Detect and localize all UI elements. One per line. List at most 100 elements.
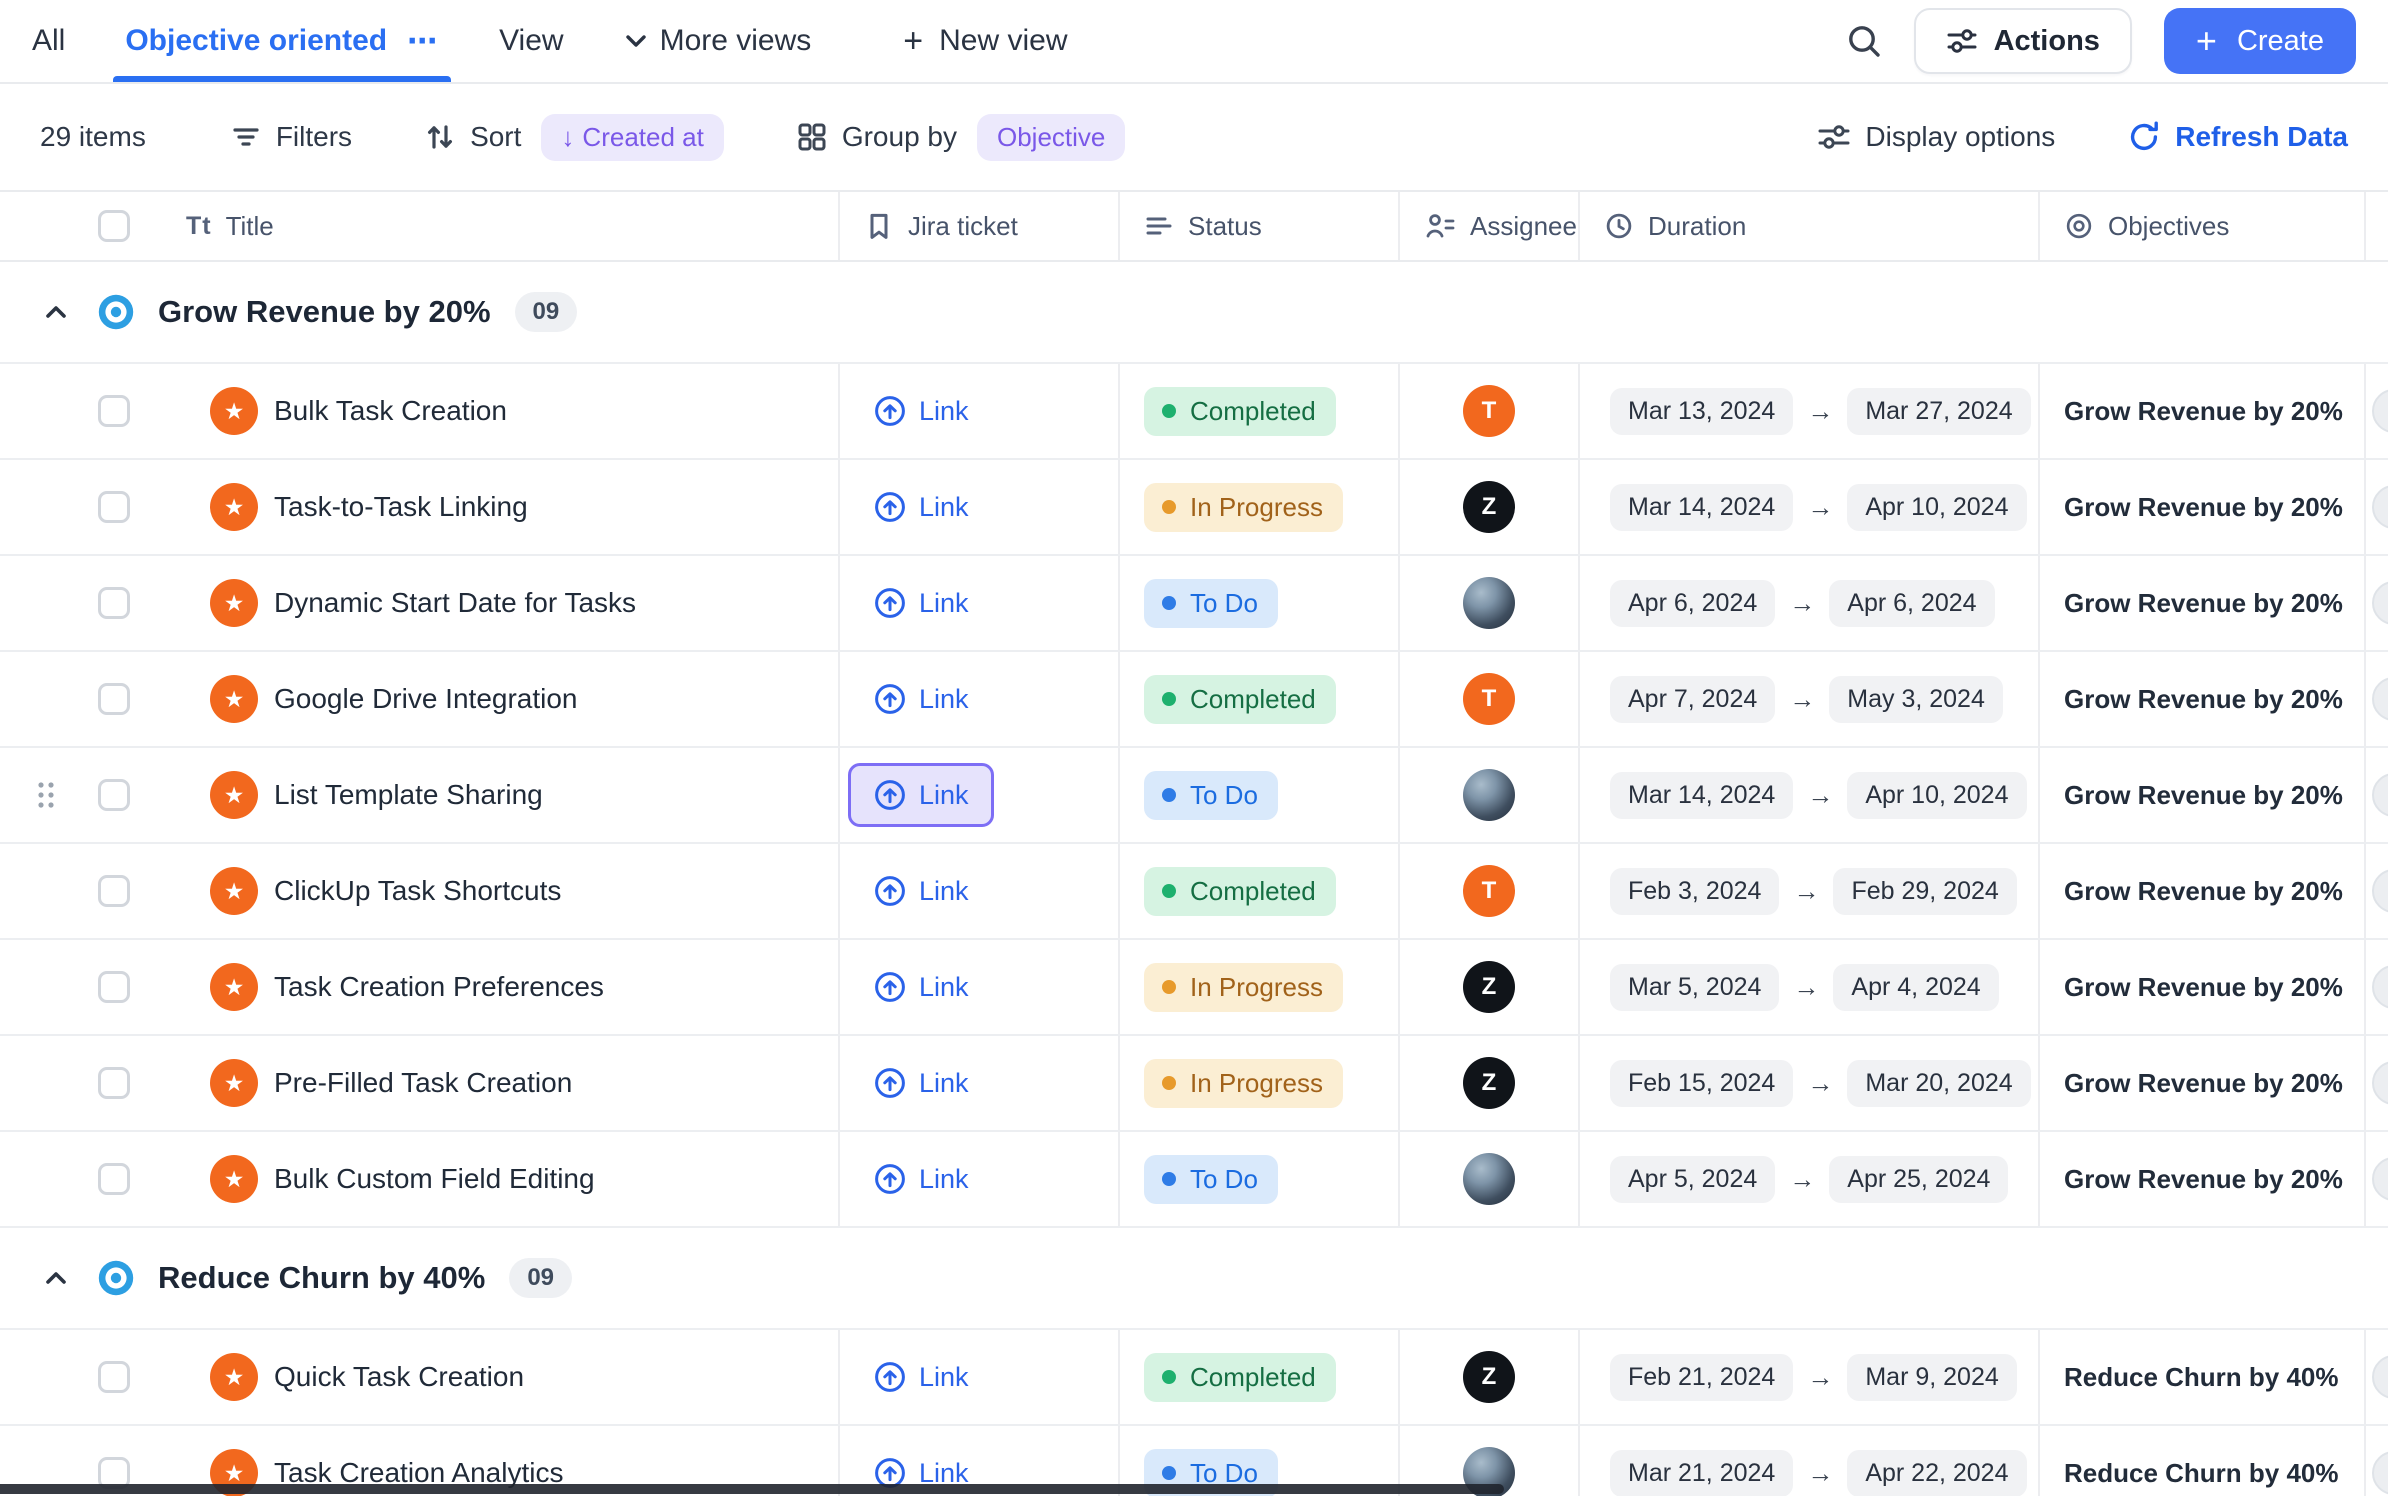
drag-handle-icon[interactable] <box>34 779 58 811</box>
task-title[interactable]: Google Drive Integration <box>274 683 578 714</box>
start-date[interactable]: Apr 6, 2024 <box>1610 579 1776 627</box>
jira-link[interactable]: Link <box>848 955 994 1019</box>
row-checkbox[interactable] <box>98 587 130 619</box>
end-date[interactable]: Mar 20, 2024 <box>1847 1059 2031 1107</box>
start-date[interactable]: Mar 5, 2024 <box>1610 963 1780 1011</box>
start-date[interactable]: Feb 15, 2024 <box>1610 1059 1794 1107</box>
end-date[interactable]: Apr 25, 2024 <box>1829 1155 2009 1203</box>
status-badge[interactable]: Completed <box>1144 1352 1336 1402</box>
row-checkbox[interactable] <box>98 683 130 715</box>
status-badge[interactable]: Completed <box>1144 866 1336 916</box>
end-date[interactable]: Apr 10, 2024 <box>1847 771 2027 819</box>
assignee-avatar[interactable]: T <box>1463 673 1515 725</box>
assignee-avatar[interactable]: T <box>1463 865 1515 917</box>
status-badge[interactable]: To Do <box>1144 1154 1278 1204</box>
status-badge[interactable]: In Progress <box>1144 482 1343 532</box>
assignee-avatar[interactable]: Z <box>1463 961 1515 1013</box>
row-checkbox[interactable] <box>98 971 130 1003</box>
end-date[interactable]: Apr 10, 2024 <box>1847 483 2027 531</box>
jira-link[interactable]: Link <box>848 571 994 635</box>
start-date[interactable]: Feb 21, 2024 <box>1610 1353 1794 1401</box>
task-title[interactable]: List Template Sharing <box>274 779 543 810</box>
status-badge[interactable]: Completed <box>1144 674 1336 724</box>
create-button[interactable]: + Create <box>2163 8 2356 74</box>
row-checkbox[interactable] <box>98 491 130 523</box>
assignee-avatar[interactable]: Z <box>1463 1057 1515 1109</box>
horizontal-scrollbar[interactable] <box>0 1484 1504 1494</box>
tab-all[interactable]: All <box>32 0 65 82</box>
header-objectives[interactable]: Objectives <box>2040 192 2366 260</box>
row-checkbox[interactable] <box>98 1361 130 1393</box>
task-title[interactable]: Task-to-Task Linking <box>274 491 528 522</box>
start-date[interactable]: Mar 14, 2024 <box>1610 483 1794 531</box>
sort-value-pill[interactable]: ↓ Created at <box>541 113 724 161</box>
status-badge[interactable]: In Progress <box>1144 1058 1343 1108</box>
jira-link[interactable]: Link <box>848 1345 994 1409</box>
assignee-avatar[interactable] <box>1463 577 1515 629</box>
header-duration[interactable]: Duration <box>1580 192 2040 260</box>
display-options-button[interactable]: Display options <box>1817 120 2055 154</box>
end-date[interactable]: Apr 22, 2024 <box>1847 1449 2027 1496</box>
group-by-value-pill[interactable]: Objective <box>977 113 1126 161</box>
jira-link[interactable]: Link <box>848 859 994 923</box>
row-checkbox[interactable] <box>98 1163 130 1195</box>
task-title[interactable]: ClickUp Task Shortcuts <box>274 875 562 906</box>
start-date[interactable]: Mar 14, 2024 <box>1610 771 1794 819</box>
jira-link[interactable]: Link <box>848 667 994 731</box>
assignee-avatar[interactable] <box>1463 1153 1515 1205</box>
search-icon[interactable] <box>1846 23 1882 59</box>
tab-objective-oriented[interactable]: Objective oriented ⋯ <box>113 0 451 82</box>
row-checkbox[interactable] <box>98 395 130 427</box>
actions-button[interactable]: Actions <box>1913 8 2132 74</box>
sort-button[interactable]: Sort <box>424 121 521 153</box>
select-all-checkbox[interactable] <box>98 210 130 242</box>
jira-link[interactable]: Link <box>848 379 994 443</box>
start-date[interactable]: Feb 3, 2024 <box>1610 867 1780 915</box>
end-date[interactable]: Mar 9, 2024 <box>1847 1353 2017 1401</box>
tab-options-icon[interactable]: ⋯ <box>407 24 440 58</box>
tab-more-views[interactable]: More views <box>624 0 811 82</box>
collapse-group-icon[interactable] <box>42 298 70 326</box>
task-title[interactable]: Task Creation Preferences <box>274 971 604 1002</box>
task-title[interactable]: Bulk Task Creation <box>274 395 507 426</box>
row-checkbox[interactable] <box>98 1067 130 1099</box>
task-title[interactable]: Quick Task Creation <box>274 1361 525 1392</box>
row-checkbox[interactable] <box>98 1457 130 1489</box>
end-date[interactable]: Mar 27, 2024 <box>1847 387 2031 435</box>
task-title[interactable]: Pre-Filled Task Creation <box>274 1067 573 1098</box>
start-date[interactable]: Mar 13, 2024 <box>1610 387 1794 435</box>
start-date[interactable]: Mar 21, 2024 <box>1610 1449 1794 1496</box>
row-checkbox[interactable] <box>98 875 130 907</box>
row-checkbox[interactable] <box>98 779 130 811</box>
refresh-data-button[interactable]: Refresh Data <box>2127 120 2348 154</box>
header-title[interactable]: Tt Title <box>0 192 840 260</box>
status-badge[interactable]: In Progress <box>1144 962 1343 1012</box>
collapse-group-icon[interactable] <box>42 1264 70 1292</box>
task-title[interactable]: Bulk Custom Field Editing <box>274 1163 595 1194</box>
status-badge[interactable]: To Do <box>1144 578 1278 628</box>
task-title[interactable]: Dynamic Start Date for Tasks <box>274 587 637 618</box>
header-status[interactable]: Status <box>1120 192 1400 260</box>
jira-link[interactable]: Link <box>848 475 994 539</box>
start-date[interactable]: Apr 5, 2024 <box>1610 1155 1776 1203</box>
filters-button[interactable]: Filters <box>230 121 352 153</box>
group-by-button[interactable]: Group by <box>796 121 957 153</box>
assignee-avatar[interactable]: Z <box>1463 1351 1515 1403</box>
assignee-avatar[interactable]: T <box>1463 385 1515 437</box>
jira-link[interactable]: Link <box>848 1441 994 1496</box>
jira-link[interactable]: Link <box>848 1051 994 1115</box>
task-title[interactable]: Task Creation Analytics <box>274 1457 564 1488</box>
end-date[interactable]: Feb 29, 2024 <box>1833 867 2017 915</box>
new-view-button[interactable]: + New view <box>903 0 1067 82</box>
header-jira[interactable]: Jira ticket <box>840 192 1120 260</box>
assignee-avatar[interactable] <box>1463 769 1515 821</box>
jira-link[interactable]: Link <box>848 763 994 827</box>
tab-view[interactable]: View <box>499 0 563 82</box>
start-date[interactable]: Apr 7, 2024 <box>1610 675 1776 723</box>
header-assignee[interactable]: Assignee <box>1400 192 1580 260</box>
status-badge[interactable]: Completed <box>1144 386 1336 436</box>
end-date[interactable]: Apr 6, 2024 <box>1829 579 1995 627</box>
status-badge[interactable]: To Do <box>1144 770 1278 820</box>
assignee-avatar[interactable]: Z <box>1463 481 1515 533</box>
end-date[interactable]: May 3, 2024 <box>1829 675 2003 723</box>
